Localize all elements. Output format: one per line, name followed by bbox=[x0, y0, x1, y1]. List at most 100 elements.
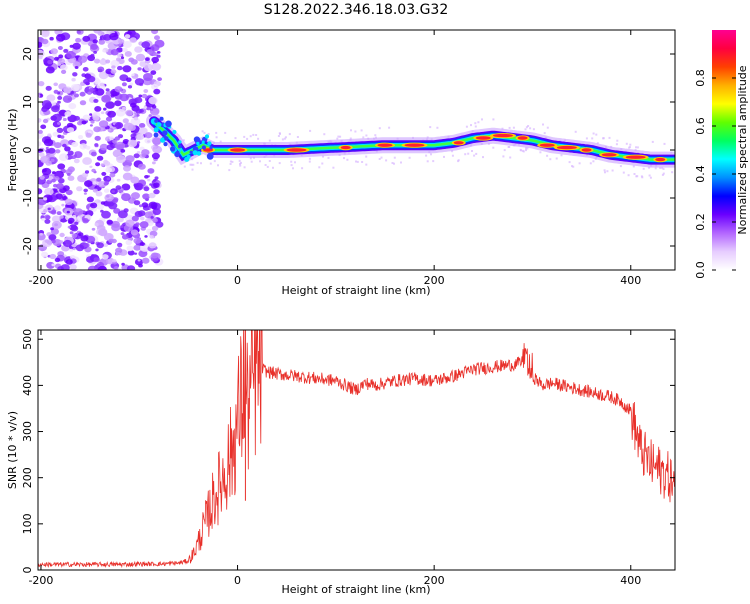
noise-cell bbox=[39, 152, 45, 157]
noise-cell bbox=[131, 215, 139, 222]
noise-cell bbox=[134, 183, 144, 191]
halo-cell bbox=[661, 166, 664, 169]
noise-cell bbox=[114, 136, 121, 141]
noise-cell bbox=[141, 93, 148, 99]
x-tick-label: 400 bbox=[620, 574, 641, 587]
noise-cell bbox=[99, 143, 109, 151]
halo-cell bbox=[229, 163, 232, 165]
halo-cell bbox=[560, 154, 563, 157]
noise-cell bbox=[144, 175, 149, 179]
noise-cell bbox=[95, 248, 99, 252]
noise-cell bbox=[85, 132, 92, 138]
noise-cell bbox=[91, 227, 96, 231]
noise-cell bbox=[83, 188, 88, 193]
noise-cell bbox=[123, 41, 132, 48]
halo-cell bbox=[648, 174, 651, 177]
noise-cell bbox=[45, 215, 51, 220]
noise-cell bbox=[90, 120, 95, 124]
noise-cell bbox=[117, 65, 123, 71]
noise-cell bbox=[134, 258, 144, 266]
onset-cell bbox=[170, 146, 176, 152]
noise-cell bbox=[137, 259, 141, 262]
halo-cell bbox=[473, 154, 476, 157]
ridge-peak bbox=[601, 153, 617, 157]
halo-cell bbox=[321, 162, 324, 165]
noise-cell bbox=[138, 123, 146, 128]
colorbar-tick-label: 0.2 bbox=[694, 213, 707, 231]
noise-cell bbox=[86, 196, 94, 203]
noise-cell bbox=[73, 208, 84, 216]
halo-cell bbox=[595, 133, 598, 136]
noise-cell bbox=[83, 78, 90, 85]
noise-cell bbox=[41, 251, 49, 258]
noise-cell bbox=[92, 188, 98, 193]
halo-cell bbox=[592, 132, 595, 135]
noise-cell bbox=[93, 126, 101, 133]
noise-cell bbox=[105, 101, 115, 109]
halo-cell bbox=[278, 162, 281, 165]
x-tick-label: 200 bbox=[424, 574, 445, 587]
halo-cell bbox=[231, 160, 234, 163]
halo-cell bbox=[659, 167, 662, 169]
noise-cell bbox=[59, 232, 65, 238]
halo-cell bbox=[380, 156, 383, 159]
noise-cell bbox=[67, 150, 74, 156]
noise-cell bbox=[133, 252, 138, 255]
noise-cell bbox=[141, 257, 150, 264]
noise-cell bbox=[150, 70, 157, 75]
y-tick-label: -20 bbox=[21, 237, 34, 255]
halo-cell bbox=[525, 147, 527, 150]
noise-cell bbox=[41, 106, 48, 113]
noise-cell bbox=[126, 77, 132, 82]
noise-cell bbox=[43, 197, 48, 201]
noise-cell bbox=[44, 219, 51, 224]
noise-cell bbox=[54, 142, 62, 149]
noise-cell bbox=[126, 265, 136, 270]
noise-cell bbox=[38, 94, 41, 98]
noise-cell bbox=[114, 86, 123, 93]
noise-cell bbox=[150, 216, 154, 219]
noise-cell bbox=[94, 143, 99, 148]
halo-cell bbox=[633, 173, 636, 175]
noise-cell bbox=[41, 217, 46, 222]
noise-cell bbox=[125, 109, 134, 116]
noise-cell bbox=[92, 39, 98, 44]
noise-cell bbox=[123, 165, 131, 172]
noise-cell bbox=[50, 210, 57, 215]
onset-cell bbox=[184, 156, 190, 162]
spectrogram-x-label: Height of straight line (km) bbox=[281, 284, 430, 297]
noise-cell bbox=[108, 238, 114, 244]
noise-cell bbox=[115, 141, 126, 150]
halo-cell bbox=[627, 174, 630, 177]
noise-cell bbox=[51, 215, 61, 223]
halo-cell bbox=[246, 137, 249, 140]
noise-cell bbox=[77, 135, 84, 140]
noise-cell bbox=[116, 178, 121, 182]
ridge-peak bbox=[230, 148, 246, 152]
noise-cell bbox=[127, 139, 138, 148]
noise-cell bbox=[143, 63, 154, 72]
halo-cell bbox=[292, 167, 294, 170]
noise-cell bbox=[79, 91, 86, 97]
halo-cell bbox=[648, 166, 651, 169]
halo-cell bbox=[615, 143, 618, 146]
halo-cell bbox=[470, 124, 472, 127]
halo-cell bbox=[426, 160, 429, 163]
ridge-peak bbox=[655, 157, 666, 162]
halo-cell bbox=[308, 160, 311, 163]
colorbar-strip bbox=[712, 30, 736, 270]
noise-cell bbox=[82, 172, 89, 178]
noise-cell bbox=[132, 198, 136, 201]
noise-cell bbox=[122, 47, 128, 53]
noise-cell bbox=[90, 43, 98, 50]
halo-cell bbox=[207, 133, 210, 135]
noise-cell bbox=[103, 243, 108, 248]
noise-cell bbox=[39, 175, 45, 180]
colorbar: 0.0 0.2 0.4 0.6 0.8 Normalized spectral ampl… bbox=[694, 30, 749, 279]
halo-cell bbox=[365, 155, 368, 158]
noise-cell bbox=[90, 53, 95, 58]
halo-cell bbox=[339, 135, 342, 138]
halo-cell bbox=[374, 134, 377, 137]
noise-cell bbox=[151, 56, 159, 63]
halo-cell bbox=[219, 140, 222, 143]
